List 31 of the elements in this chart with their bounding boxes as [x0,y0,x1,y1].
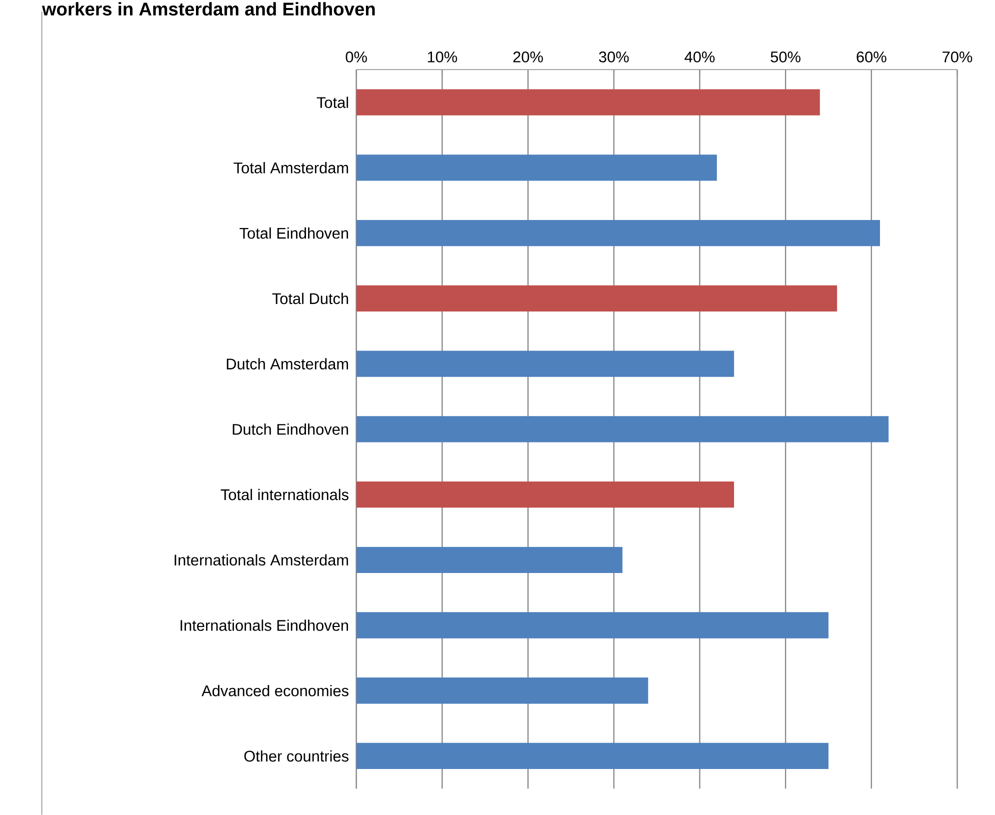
x-tick-label: 50% [770,52,800,63]
bar [356,350,734,377]
bar [356,154,717,181]
bar [356,416,889,442]
bar [356,285,838,312]
y-tick-label: Total Dutch [272,292,348,304]
y-tick-label: Dutch Eindhoven [232,424,348,435]
x-tick-label: 20% [513,52,543,63]
bar [356,89,820,116]
y-tick-label: Total Amsterdam [234,162,348,174]
y-tick-label: Dutch Amsterdam [226,358,348,370]
y-tick-label: Total [316,96,348,108]
x-tick-label: 40% [684,52,715,63]
y-tick-label: Advanced economies [202,685,348,696]
bar [356,220,880,246]
x-tick-label: 70% [942,52,972,63]
y-tick-label: Total internationals [220,488,348,500]
bar [356,743,828,770]
x-tick-label: 60% [856,52,886,63]
text: workers in Amsterdam and Eindhoven [42,2,375,16]
y-tick-label: Total Eindhoven [240,228,348,239]
bar [356,482,734,508]
x-tick-label: 30% [599,52,629,63]
bar [356,612,828,638]
y-tick-label: Internationals Eindhoven [180,620,348,632]
bar [356,678,648,704]
y-tick-label: Internationals Amsterdam [174,554,348,566]
x-tick-label: 0% [346,52,367,63]
y-tick-label: Other countries [244,750,348,762]
bar [356,546,622,574]
x-tick-label: 10% [428,52,458,63]
